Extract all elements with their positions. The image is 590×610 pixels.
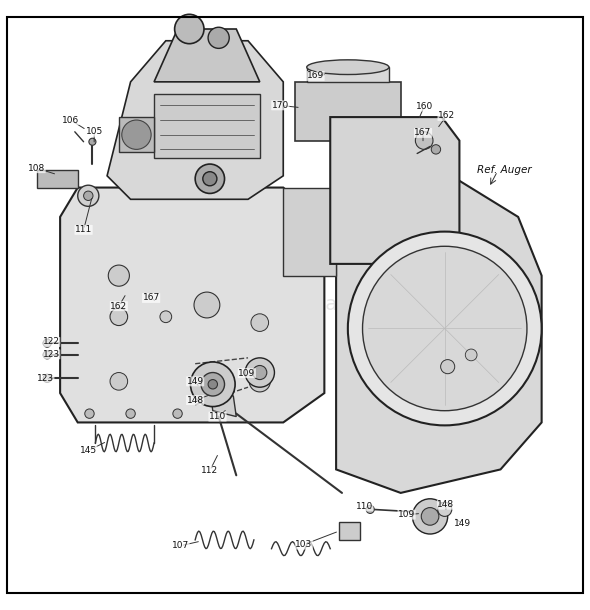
Circle shape <box>110 308 127 326</box>
Circle shape <box>431 145 441 154</box>
Circle shape <box>175 14 204 44</box>
Text: 145: 145 <box>80 446 97 455</box>
Circle shape <box>85 409 94 418</box>
Polygon shape <box>330 117 460 264</box>
Text: 123: 123 <box>42 350 60 359</box>
Text: 110: 110 <box>209 412 226 421</box>
Circle shape <box>191 362 235 407</box>
Text: 110: 110 <box>356 502 373 511</box>
Circle shape <box>466 349 477 361</box>
Circle shape <box>251 314 268 331</box>
Text: Ref. Auger: Ref. Auger <box>477 165 532 175</box>
Circle shape <box>126 409 135 418</box>
Circle shape <box>122 120 151 149</box>
Text: 148: 148 <box>186 396 204 404</box>
Circle shape <box>441 360 455 374</box>
Text: 111: 111 <box>75 225 92 234</box>
Text: 109: 109 <box>238 368 255 378</box>
Text: 162: 162 <box>438 112 455 120</box>
Circle shape <box>412 499 448 534</box>
Circle shape <box>208 379 218 389</box>
Polygon shape <box>107 41 283 199</box>
Text: 160: 160 <box>415 102 433 111</box>
Polygon shape <box>60 187 325 423</box>
Polygon shape <box>295 82 401 140</box>
Text: 162: 162 <box>110 302 127 310</box>
Circle shape <box>203 171 217 186</box>
Circle shape <box>366 505 374 514</box>
Polygon shape <box>283 187 336 276</box>
Circle shape <box>108 265 129 286</box>
Text: 167: 167 <box>143 293 160 303</box>
Circle shape <box>421 508 439 525</box>
Circle shape <box>84 191 93 201</box>
Circle shape <box>43 339 51 347</box>
Polygon shape <box>37 170 78 187</box>
Polygon shape <box>154 93 260 158</box>
Text: ereplacementparts.com: ereplacementparts.com <box>179 295 411 315</box>
Circle shape <box>415 132 433 149</box>
Polygon shape <box>339 522 359 540</box>
Polygon shape <box>307 67 389 82</box>
Circle shape <box>43 351 51 359</box>
Circle shape <box>110 373 127 390</box>
Circle shape <box>78 185 99 206</box>
Text: 170: 170 <box>271 101 289 110</box>
Circle shape <box>438 502 452 517</box>
Text: 149: 149 <box>454 519 471 528</box>
Circle shape <box>195 164 225 193</box>
Text: 122: 122 <box>43 337 60 346</box>
Polygon shape <box>336 170 542 493</box>
Text: 109: 109 <box>398 510 415 519</box>
Text: 103: 103 <box>295 540 313 549</box>
Circle shape <box>160 311 172 323</box>
Text: 148: 148 <box>437 500 454 509</box>
Text: 107: 107 <box>172 541 189 550</box>
Polygon shape <box>210 390 236 417</box>
Circle shape <box>194 292 220 318</box>
Circle shape <box>253 365 267 379</box>
Circle shape <box>249 371 270 392</box>
Text: 106: 106 <box>62 115 79 124</box>
Text: 169: 169 <box>307 71 324 81</box>
Text: 112: 112 <box>201 466 218 475</box>
Text: 167: 167 <box>414 129 432 137</box>
Text: 105: 105 <box>86 127 103 136</box>
Circle shape <box>201 373 225 396</box>
Text: 149: 149 <box>186 377 204 386</box>
Circle shape <box>362 246 527 411</box>
Text: 123: 123 <box>37 374 54 383</box>
Circle shape <box>89 138 96 145</box>
Circle shape <box>173 409 182 418</box>
Circle shape <box>348 232 542 425</box>
Circle shape <box>43 375 51 382</box>
Circle shape <box>208 27 230 48</box>
Ellipse shape <box>307 60 389 74</box>
Polygon shape <box>119 117 154 152</box>
Polygon shape <box>154 29 260 82</box>
Text: 108: 108 <box>28 163 45 173</box>
Circle shape <box>245 358 274 387</box>
